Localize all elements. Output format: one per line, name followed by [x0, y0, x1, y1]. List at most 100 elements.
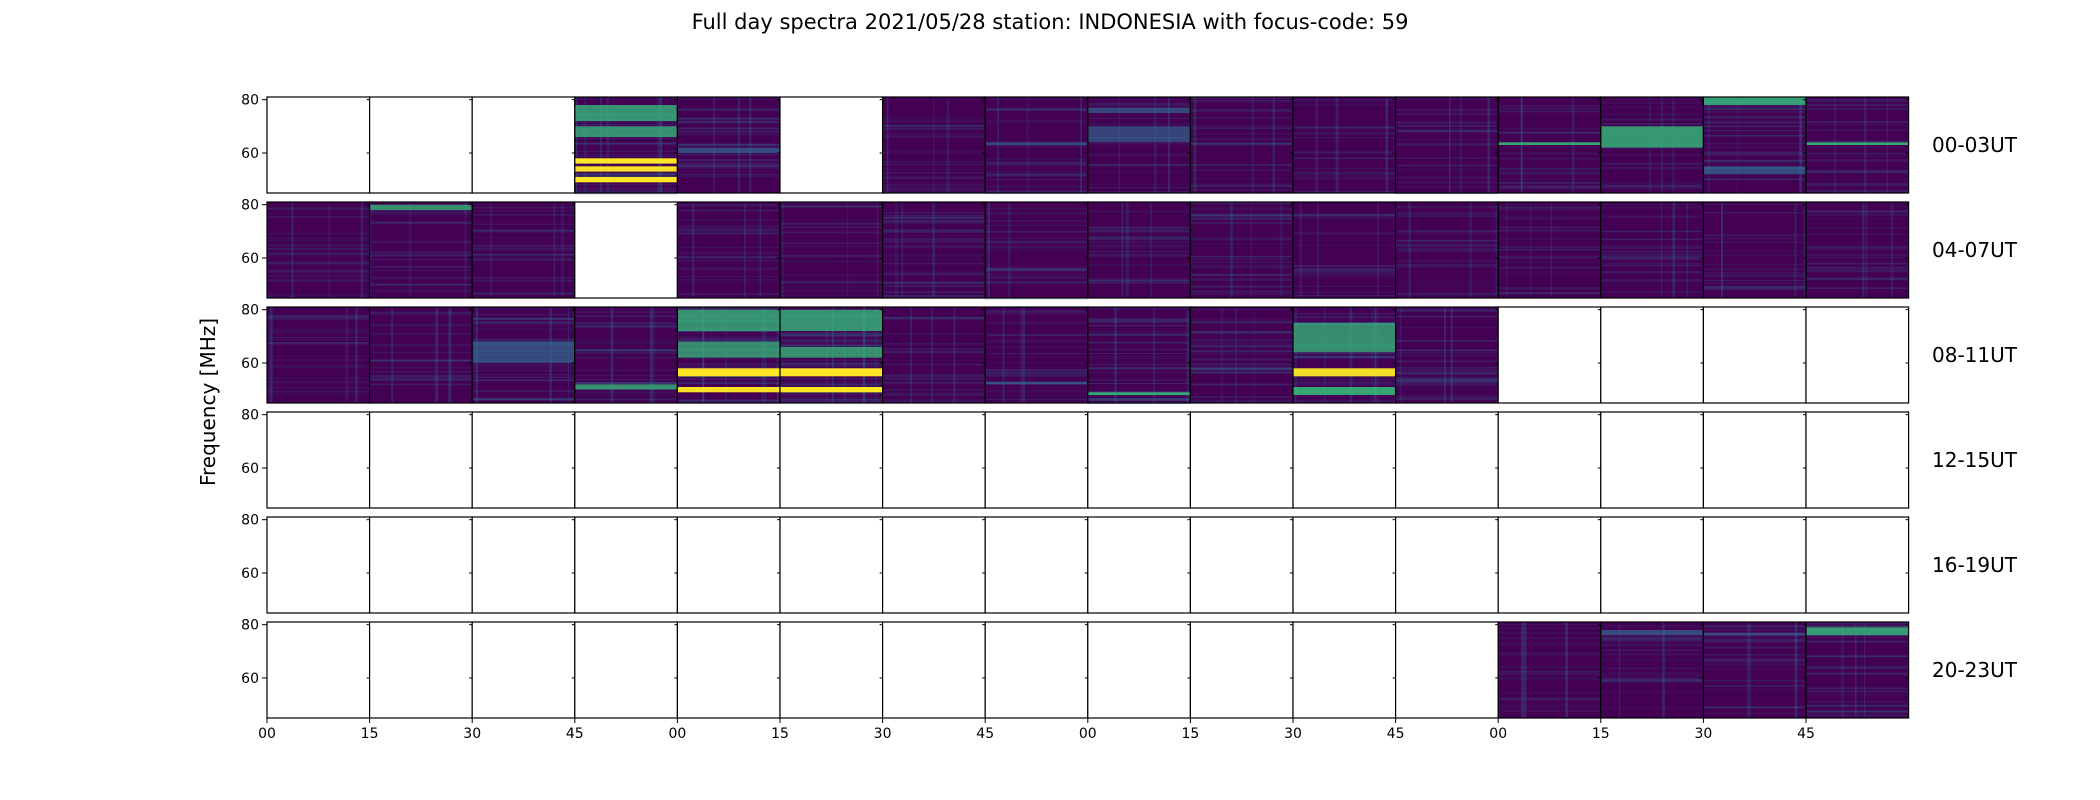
spectrum-panel	[471, 306, 576, 404]
spectrum-panel	[1292, 411, 1397, 509]
noise-streak	[490, 202, 493, 298]
noise-line	[1600, 206, 1704, 209]
noise-line	[369, 345, 473, 347]
noise-streak	[1565, 622, 1568, 718]
noise-line	[882, 316, 986, 319]
row-label: 16-19UT	[1932, 553, 2018, 577]
panel-background	[1806, 622, 1909, 718]
spectrum-panel	[471, 516, 576, 614]
noise-line	[1600, 680, 1704, 683]
noise-line	[985, 273, 1088, 276]
noise-line	[1395, 265, 1499, 268]
emission-band	[574, 158, 678, 164]
noise-streak	[1618, 622, 1621, 718]
noise-line	[472, 223, 575, 226]
noise-line	[1498, 186, 1601, 189]
noise-line	[985, 224, 1088, 226]
noise-line	[1087, 250, 1191, 253]
noise-line	[1703, 640, 1806, 643]
noise-line	[1806, 210, 1909, 214]
noise-line	[1600, 271, 1704, 274]
noise-line	[472, 369, 575, 372]
noise-line	[1190, 133, 1293, 135]
noise-line	[985, 281, 1088, 283]
panel-frame	[1805, 201, 1910, 299]
emission-band	[1293, 323, 1396, 353]
noise-line	[472, 376, 575, 378]
spectrum-panel	[676, 96, 781, 194]
emission-band	[677, 147, 780, 153]
noise-line	[1190, 396, 1293, 398]
noise-streak	[1862, 202, 1865, 298]
noise-line	[1498, 181, 1601, 184]
noise-line	[1395, 349, 1499, 352]
noise-line	[677, 143, 780, 146]
noise-line	[985, 333, 1088, 337]
panel-empty	[369, 517, 473, 613]
noise-line	[1395, 370, 1499, 372]
noise-line	[369, 377, 473, 380]
noise-line	[267, 328, 370, 330]
noise-line	[1087, 244, 1191, 247]
noise-line	[1395, 206, 1499, 208]
noise-streak	[1521, 622, 1524, 718]
noise-line	[882, 394, 986, 396]
noise-line	[882, 282, 986, 284]
noise-line	[985, 398, 1088, 401]
noise-streak	[1002, 307, 1005, 403]
noise-line	[574, 349, 678, 351]
noise-line	[1703, 634, 1806, 637]
noise-line	[1600, 280, 1704, 283]
noise-line	[1395, 181, 1499, 184]
noise-line	[1498, 209, 1601, 211]
noise-line	[677, 365, 780, 368]
noise-line	[1806, 704, 1909, 706]
noise-line	[1087, 238, 1191, 241]
panel-empty	[472, 622, 575, 718]
noise-line	[1806, 636, 1909, 638]
noise-line	[574, 381, 678, 384]
noise-streak	[1495, 202, 1498, 298]
spectrum-panel	[266, 306, 371, 404]
noise-line	[1293, 190, 1396, 193]
x-tick-label: 00	[1079, 726, 1097, 742]
emission-band	[574, 166, 678, 172]
noise-line	[882, 342, 986, 345]
panel-background	[1395, 307, 1499, 403]
noise-line	[780, 226, 883, 229]
panel-empty	[1806, 307, 1909, 403]
noise-line	[677, 159, 780, 161]
noise-line	[1600, 203, 1704, 206]
noise-line	[1498, 182, 1601, 184]
noise-line	[1806, 190, 1909, 192]
noise-streak	[1749, 622, 1751, 718]
noise-line	[882, 238, 986, 241]
noise-line	[1703, 668, 1806, 670]
noise-line	[1703, 212, 1806, 214]
noise-line	[1293, 177, 1396, 180]
noise-line	[882, 161, 986, 163]
noise-line	[574, 188, 678, 191]
noise-line	[574, 324, 678, 327]
noise-streak	[749, 97, 752, 193]
noise-line	[267, 315, 370, 318]
noise-line	[1806, 246, 1909, 248]
noise-line	[1087, 398, 1191, 401]
noise-line	[1293, 268, 1396, 271]
noise-line	[1498, 229, 1601, 232]
spectrum-panel	[1600, 411, 1705, 509]
noise-line	[780, 339, 883, 342]
noise-line	[369, 222, 473, 224]
noise-streak	[1841, 622, 1844, 718]
noise-line	[1395, 212, 1499, 215]
noise-line	[1087, 105, 1191, 107]
noise-line	[574, 382, 678, 384]
spectrum-panel	[1702, 201, 1807, 299]
emission-band	[677, 309, 780, 331]
noise-line	[1600, 653, 1704, 656]
noise-line	[985, 352, 1088, 355]
noise-streak	[738, 97, 740, 193]
noise-line	[1190, 185, 1293, 188]
noise-line	[882, 215, 986, 217]
noise-line	[574, 349, 678, 351]
